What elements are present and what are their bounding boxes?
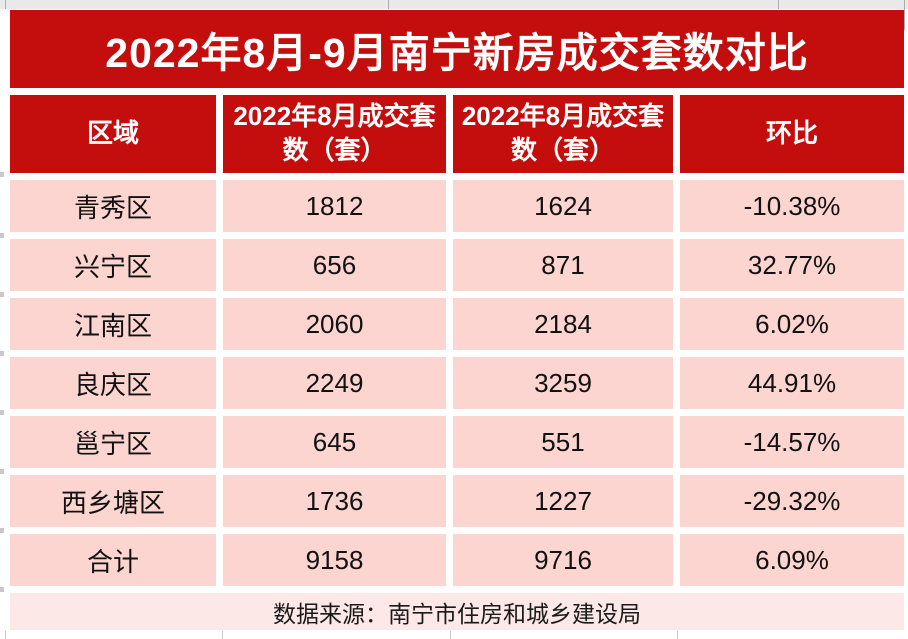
cell-mom: -10.38% bbox=[680, 180, 904, 232]
cell-aug-count: 1812 bbox=[223, 180, 446, 232]
column-header-sep-count: 2022年8月成交套数（套） bbox=[453, 95, 673, 173]
table-title: 2022年8月-9月南宁新房成交套数对比 bbox=[10, 10, 904, 88]
cell-mom: -29.32% bbox=[680, 475, 904, 527]
gridline-mark bbox=[0, 410, 4, 415]
gridline-mark bbox=[0, 233, 4, 238]
cell-region: 良庆区 bbox=[10, 357, 216, 409]
comparison-table: 2022年8月-9月南宁新房成交套数对比 区域 2022年8月成交套数（套） 2… bbox=[10, 10, 904, 630]
gridline-mark bbox=[0, 292, 4, 297]
cell-aug-count: 656 bbox=[223, 239, 446, 291]
cell-aug-count: 1736 bbox=[223, 475, 446, 527]
data-source-note: 数据来源：南宁市住房和城乡建设局 bbox=[10, 593, 904, 630]
cell-sep-count: 1624 bbox=[453, 180, 673, 232]
gridline-mark bbox=[0, 469, 4, 474]
cell-aug-count: 2060 bbox=[223, 298, 446, 350]
cell-region: 兴宁区 bbox=[10, 239, 216, 291]
gridline-mark bbox=[904, 0, 905, 30]
gridline-mark bbox=[5, 631, 6, 639]
cell-mom-total: 6.09% bbox=[680, 534, 904, 586]
cell-region: 邕宁区 bbox=[10, 416, 216, 468]
cell-region: 青秀区 bbox=[10, 180, 216, 232]
column-header-mom: 环比 bbox=[680, 95, 904, 173]
cell-sep-count: 2184 bbox=[453, 298, 673, 350]
gridline-mark bbox=[0, 587, 4, 592]
gridline-mark bbox=[0, 172, 4, 177]
gridline-mark bbox=[0, 528, 4, 533]
cell-aug-count: 2249 bbox=[223, 357, 446, 409]
gridline-mark bbox=[388, 0, 389, 9]
gridline-mark bbox=[677, 631, 678, 639]
cell-sep-count: 551 bbox=[453, 416, 673, 468]
gridline-mark bbox=[778, 0, 779, 9]
sheet-top-strip bbox=[0, 0, 908, 9]
gridline-mark bbox=[450, 631, 451, 639]
gridline-mark bbox=[5, 0, 6, 9]
cell-aug-count-total: 9158 bbox=[223, 534, 446, 586]
gridline-mark bbox=[222, 631, 223, 639]
column-header-aug-count: 2022年8月成交套数（套） bbox=[223, 95, 446, 173]
cell-region-total: 合计 bbox=[10, 534, 216, 586]
gridline-mark bbox=[0, 351, 4, 356]
cell-mom: 44.91% bbox=[680, 357, 904, 409]
cell-region: 江南区 bbox=[10, 298, 216, 350]
cell-region: 西乡塘区 bbox=[10, 475, 216, 527]
column-header-region: 区域 bbox=[10, 95, 216, 173]
cell-sep-count: 3259 bbox=[453, 357, 673, 409]
cell-mom: 32.77% bbox=[680, 239, 904, 291]
cell-mom: -14.57% bbox=[680, 416, 904, 468]
cell-sep-count: 871 bbox=[453, 239, 673, 291]
cell-aug-count: 645 bbox=[223, 416, 446, 468]
cell-mom: 6.02% bbox=[680, 298, 904, 350]
cell-sep-count: 1227 bbox=[453, 475, 673, 527]
cell-sep-count-total: 9716 bbox=[453, 534, 673, 586]
